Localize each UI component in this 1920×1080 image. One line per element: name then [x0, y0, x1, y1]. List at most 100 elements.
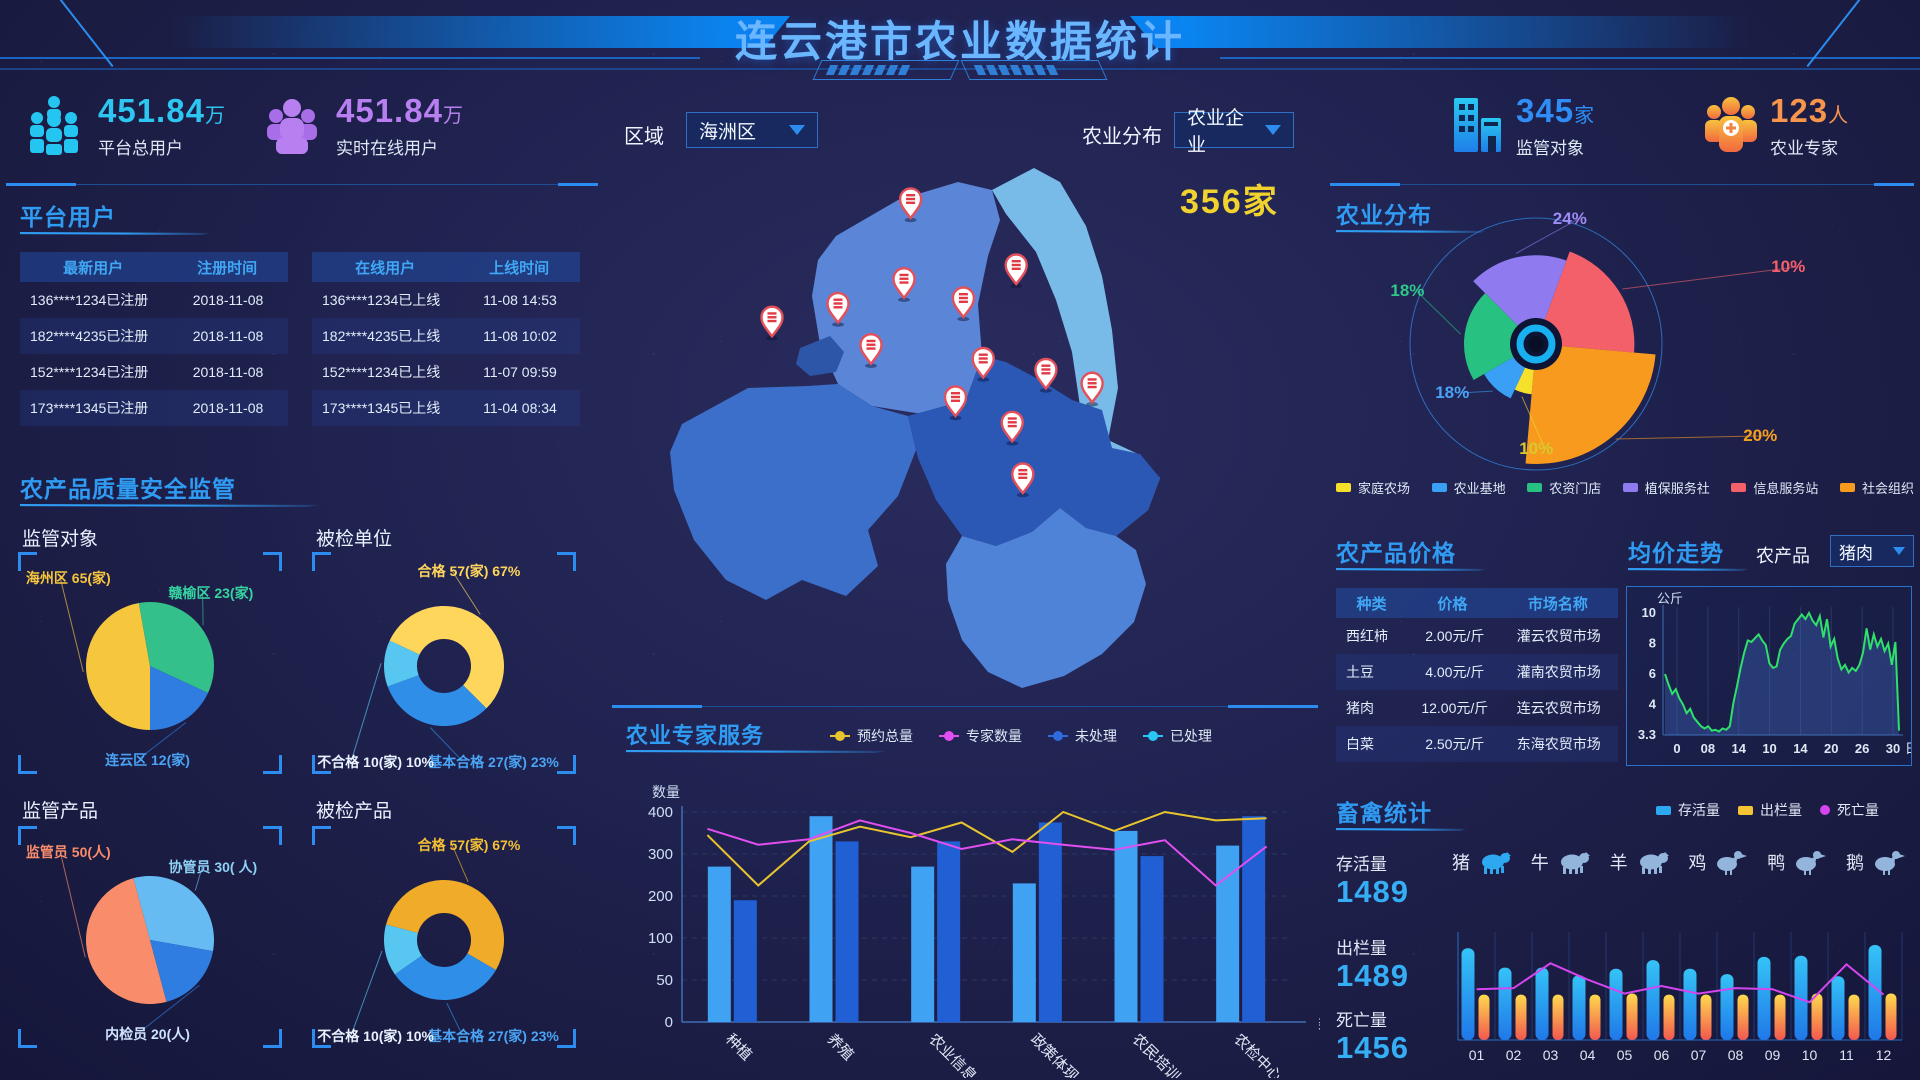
divider: [6, 183, 598, 186]
online-users-value: 451.84: [336, 92, 443, 129]
bar-未处理: [733, 900, 757, 1022]
label-leader: [59, 850, 86, 958]
bar-slaughter: [1626, 993, 1638, 1040]
total-users-icon: [24, 94, 84, 156]
line-专家数量: [707, 819, 1268, 887]
table-cell: 2.50元/斤: [1425, 736, 1485, 752]
slice-label: 合格 57(家) 67%: [417, 836, 521, 853]
panel-title-supervision-products: 监管产品: [22, 801, 99, 822]
legend-item-农业基地[interactable]: 农业基地: [1431, 478, 1506, 497]
legend-label: 专家数量: [966, 728, 1022, 744]
legend-item-植保服务社[interactable]: 植保服务社: [1622, 478, 1710, 497]
product-select[interactable]: 猪肉: [1830, 535, 1914, 567]
slaughter-label: 出栏量: [1336, 939, 1387, 958]
legend-item-专家数量[interactable]: 专家数量: [939, 726, 1022, 746]
animal-item-羊[interactable]: 羊: [1610, 848, 1672, 876]
pie-slice-海州区: [86, 602, 150, 730]
bar-alive: [1757, 956, 1771, 1040]
svg-text:日期: 日期: [1905, 741, 1911, 756]
svg-text:04: 04: [1580, 1047, 1596, 1063]
label-leader: [138, 722, 187, 759]
total-users-stat: 451.84万 平台总用户: [98, 92, 226, 159]
legend-item-未处理[interactable]: 未处理: [1048, 726, 1117, 746]
rose-slice-农资门店: [1464, 293, 1536, 380]
table-header: 种类 价格 市场名称: [1336, 588, 1618, 618]
svg-text:14: 14: [1731, 741, 1746, 756]
table-cell: 12.00元/斤: [1421, 700, 1489, 716]
column-header: 种类: [1356, 595, 1387, 613]
regulated-objects-stat: 345家 监管对象: [1516, 92, 1595, 159]
distribution-select[interactable]: 农业企业: [1174, 108, 1294, 156]
svg-text:200: 200: [648, 888, 673, 905]
legend-marker: [939, 731, 959, 741]
section-underline: [626, 750, 886, 753]
table-cell: 136****1234已注册: [30, 292, 149, 308]
bar-已处理: [707, 866, 731, 1022]
column-header: 价格: [1437, 595, 1468, 613]
animal-selector-row: 猪牛羊鸡鸭 鹅: [1452, 848, 1908, 876]
table-header: 最新用户 注册时间: [20, 252, 288, 282]
register-table: 最新用户 注册时间 136****1234已注册 2018-11-08 182****4…: [20, 252, 288, 426]
region-select[interactable]: 海洲区: [686, 112, 818, 148]
column-header: 最新用户: [63, 259, 124, 277]
animal-item-鸭[interactable]: 鸭: [1767, 848, 1829, 876]
legend-marker: [830, 731, 850, 741]
animal-item-牛[interactable]: 牛: [1531, 848, 1593, 876]
table-cell: 11-07 09:59: [483, 364, 557, 380]
legend-item-预约总量[interactable]: 预约总量: [830, 726, 913, 746]
legend-item-社会组织[interactable]: 社会组织: [1839, 478, 1914, 497]
legend-label: 出栏量: [1760, 802, 1802, 818]
svg-text:养殖: 养殖: [824, 1031, 857, 1064]
slice-label: 内检员 20(人): [105, 1025, 190, 1042]
column-header: 注册时间: [197, 259, 258, 277]
total-users-label: 平台总用户: [98, 139, 183, 158]
animal-item-鸡[interactable]: 鸡: [1688, 848, 1750, 876]
legend-swatch: [1820, 805, 1830, 815]
legend-label: 存活量: [1678, 802, 1720, 818]
section-title-quality: 农产品质量安全监管: [20, 476, 236, 502]
pie-slice-内检员: [150, 940, 214, 1002]
experts-icon: [1702, 94, 1760, 154]
svg-text:0: 0: [1673, 741, 1680, 756]
region-select-value: 海洲区: [699, 121, 757, 143]
animal-item-猪[interactable]: 猪: [1452, 848, 1514, 876]
legend-label: 未处理: [1075, 728, 1117, 744]
animal-name: 鸭: [1767, 853, 1786, 873]
regulated-objects-value: 345: [1516, 92, 1575, 129]
table-cell: 11-08 10:02: [483, 328, 557, 344]
slice-label: 连云区 12(家): [105, 751, 190, 768]
online-row: 182****4235已上线 11-08 10:02: [312, 318, 580, 354]
header-line: [0, 68, 1920, 70]
legend-item-农资门店[interactable]: 农资门店: [1527, 478, 1601, 497]
svg-text:政策体现: 政策体现: [1027, 1031, 1081, 1078]
legend-item-死亡量[interactable]: 死亡量: [1820, 800, 1879, 820]
pie-slice-协管员: [133, 876, 215, 952]
inspected-units-donut: [350, 569, 504, 762]
svg-text:100: 100: [648, 930, 673, 947]
bar-slaughter: [1700, 994, 1712, 1040]
online-row: 173****1345已上线 11-04 08:34: [312, 390, 580, 426]
distribution-select-value: 农业企业: [1187, 108, 1245, 156]
legend-item-存活量[interactable]: 存活量: [1656, 800, 1720, 820]
map-pin[interactable]: [760, 305, 784, 342]
legend-swatch: [1431, 483, 1447, 492]
slice-label: 赣榆区 23(家): [168, 585, 254, 602]
header-line: [0, 57, 700, 59]
section-underline: [1336, 828, 1466, 831]
bar-已处理: [809, 816, 833, 1022]
legend-item-家庭农场[interactable]: 家庭农场: [1336, 478, 1410, 497]
legend-item-已处理[interactable]: 已处理: [1143, 726, 1212, 746]
chevron-down-icon: [1265, 125, 1281, 135]
pie-slice-基本合格: [387, 675, 487, 726]
line-death: [1476, 962, 1885, 1004]
animal-item-鹅[interactable]: 鹅: [1846, 848, 1908, 876]
legend-item-信息服务站[interactable]: 信息服务站: [1731, 478, 1818, 497]
map-pin[interactable]: [1004, 253, 1028, 290]
pie-slice-监管员: [86, 878, 167, 1004]
title-deco: [812, 60, 1108, 80]
bar-已处理: [1216, 845, 1240, 1022]
header-deco-left: [170, 16, 790, 48]
legend-label: 植保服务社: [1644, 481, 1710, 496]
pie-slice-不合格: [384, 924, 422, 975]
legend-item-出栏量[interactable]: 出栏量: [1738, 800, 1802, 820]
